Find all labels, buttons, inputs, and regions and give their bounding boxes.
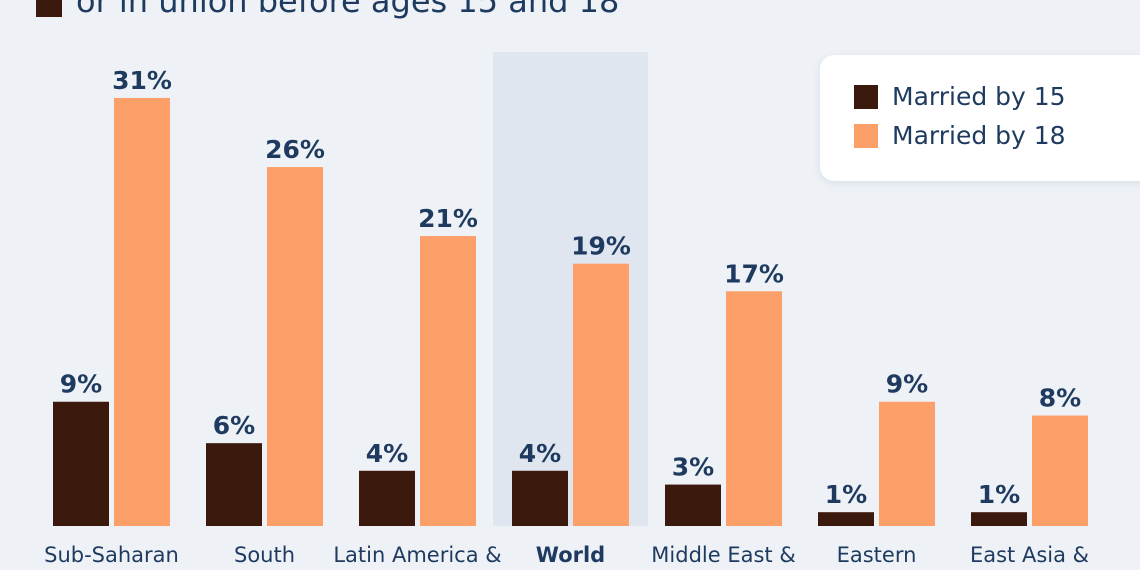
bar-latin-america-married-by-15 <box>359 470 415 526</box>
bar-sub-saharan-married-by-15 <box>53 401 109 526</box>
data-label-east-asia-married-by-15: 1% <box>978 480 1020 509</box>
data-label-middle-east-married-by-15: 3% <box>672 453 714 482</box>
data-label-south-married-by-15: 6% <box>213 411 255 440</box>
data-label-eastern-married-by-18: 9% <box>886 370 928 399</box>
bar-sub-saharan-married-by-18 <box>114 98 170 526</box>
data-label-world-married-by-18: 19% <box>571 232 631 261</box>
data-label-middle-east-married-by-18: 17% <box>724 259 784 288</box>
bar-south-married-by-15 <box>206 443 262 526</box>
bar-middle-east-married-by-18 <box>726 291 782 526</box>
data-label-south-married-by-18: 26% <box>265 135 325 164</box>
bar-east-asia-married-by-15 <box>971 512 1027 526</box>
bar-world-married-by-15 <box>512 470 568 526</box>
chart-subtitle: or in union before ages 15 and 18 <box>36 0 619 20</box>
category-label-sub-saharan: Sub-Saharan <box>44 543 179 567</box>
data-label-world-married-by-15: 4% <box>519 439 561 468</box>
bar-middle-east-married-by-15 <box>665 484 721 526</box>
category-label-eastern: Eastern <box>837 543 917 567</box>
subtitle-text: or in union before ages 15 and 18 <box>76 0 620 20</box>
category-label-world: World <box>536 543 605 567</box>
bar-eastern-married-by-18 <box>879 401 935 526</box>
data-label-sub-saharan-married-by-18: 31% <box>112 66 172 95</box>
legend-item-married-by-15: Married by 15 <box>854 82 1066 111</box>
legend-label-married-by-15: Married by 15 <box>892 82 1066 111</box>
subtitle-swatch <box>36 0 62 17</box>
category-label-middle-east: Middle East & <box>651 543 795 567</box>
category-label-south: South <box>234 543 295 567</box>
category-label-latin-america: Latin America & <box>333 543 501 567</box>
data-label-eastern-married-by-15: 1% <box>825 480 867 509</box>
data-label-sub-saharan-married-by-15: 9% <box>60 370 102 399</box>
bar-south-married-by-18 <box>267 167 323 526</box>
legend-swatch-married-by-18 <box>854 123 878 148</box>
data-label-latin-america-married-by-15: 4% <box>366 439 408 468</box>
legend-label-married-by-18: Married by 18 <box>892 121 1066 150</box>
category-label-east-asia: East Asia & <box>970 543 1089 567</box>
bar-world-married-by-18 <box>573 263 629 526</box>
data-label-latin-america-married-by-18: 21% <box>418 204 478 233</box>
legend-swatch-married-by-15 <box>854 84 878 109</box>
legend-item-married-by-18: Married by 18 <box>854 121 1066 150</box>
bar-eastern-married-by-15 <box>818 512 874 526</box>
data-label-east-asia-married-by-18: 8% <box>1039 384 1081 413</box>
legend: Married by 15 Married by 18 <box>820 55 1140 181</box>
bar-latin-america-married-by-18 <box>420 236 476 526</box>
bar-east-asia-married-by-18 <box>1032 415 1088 526</box>
